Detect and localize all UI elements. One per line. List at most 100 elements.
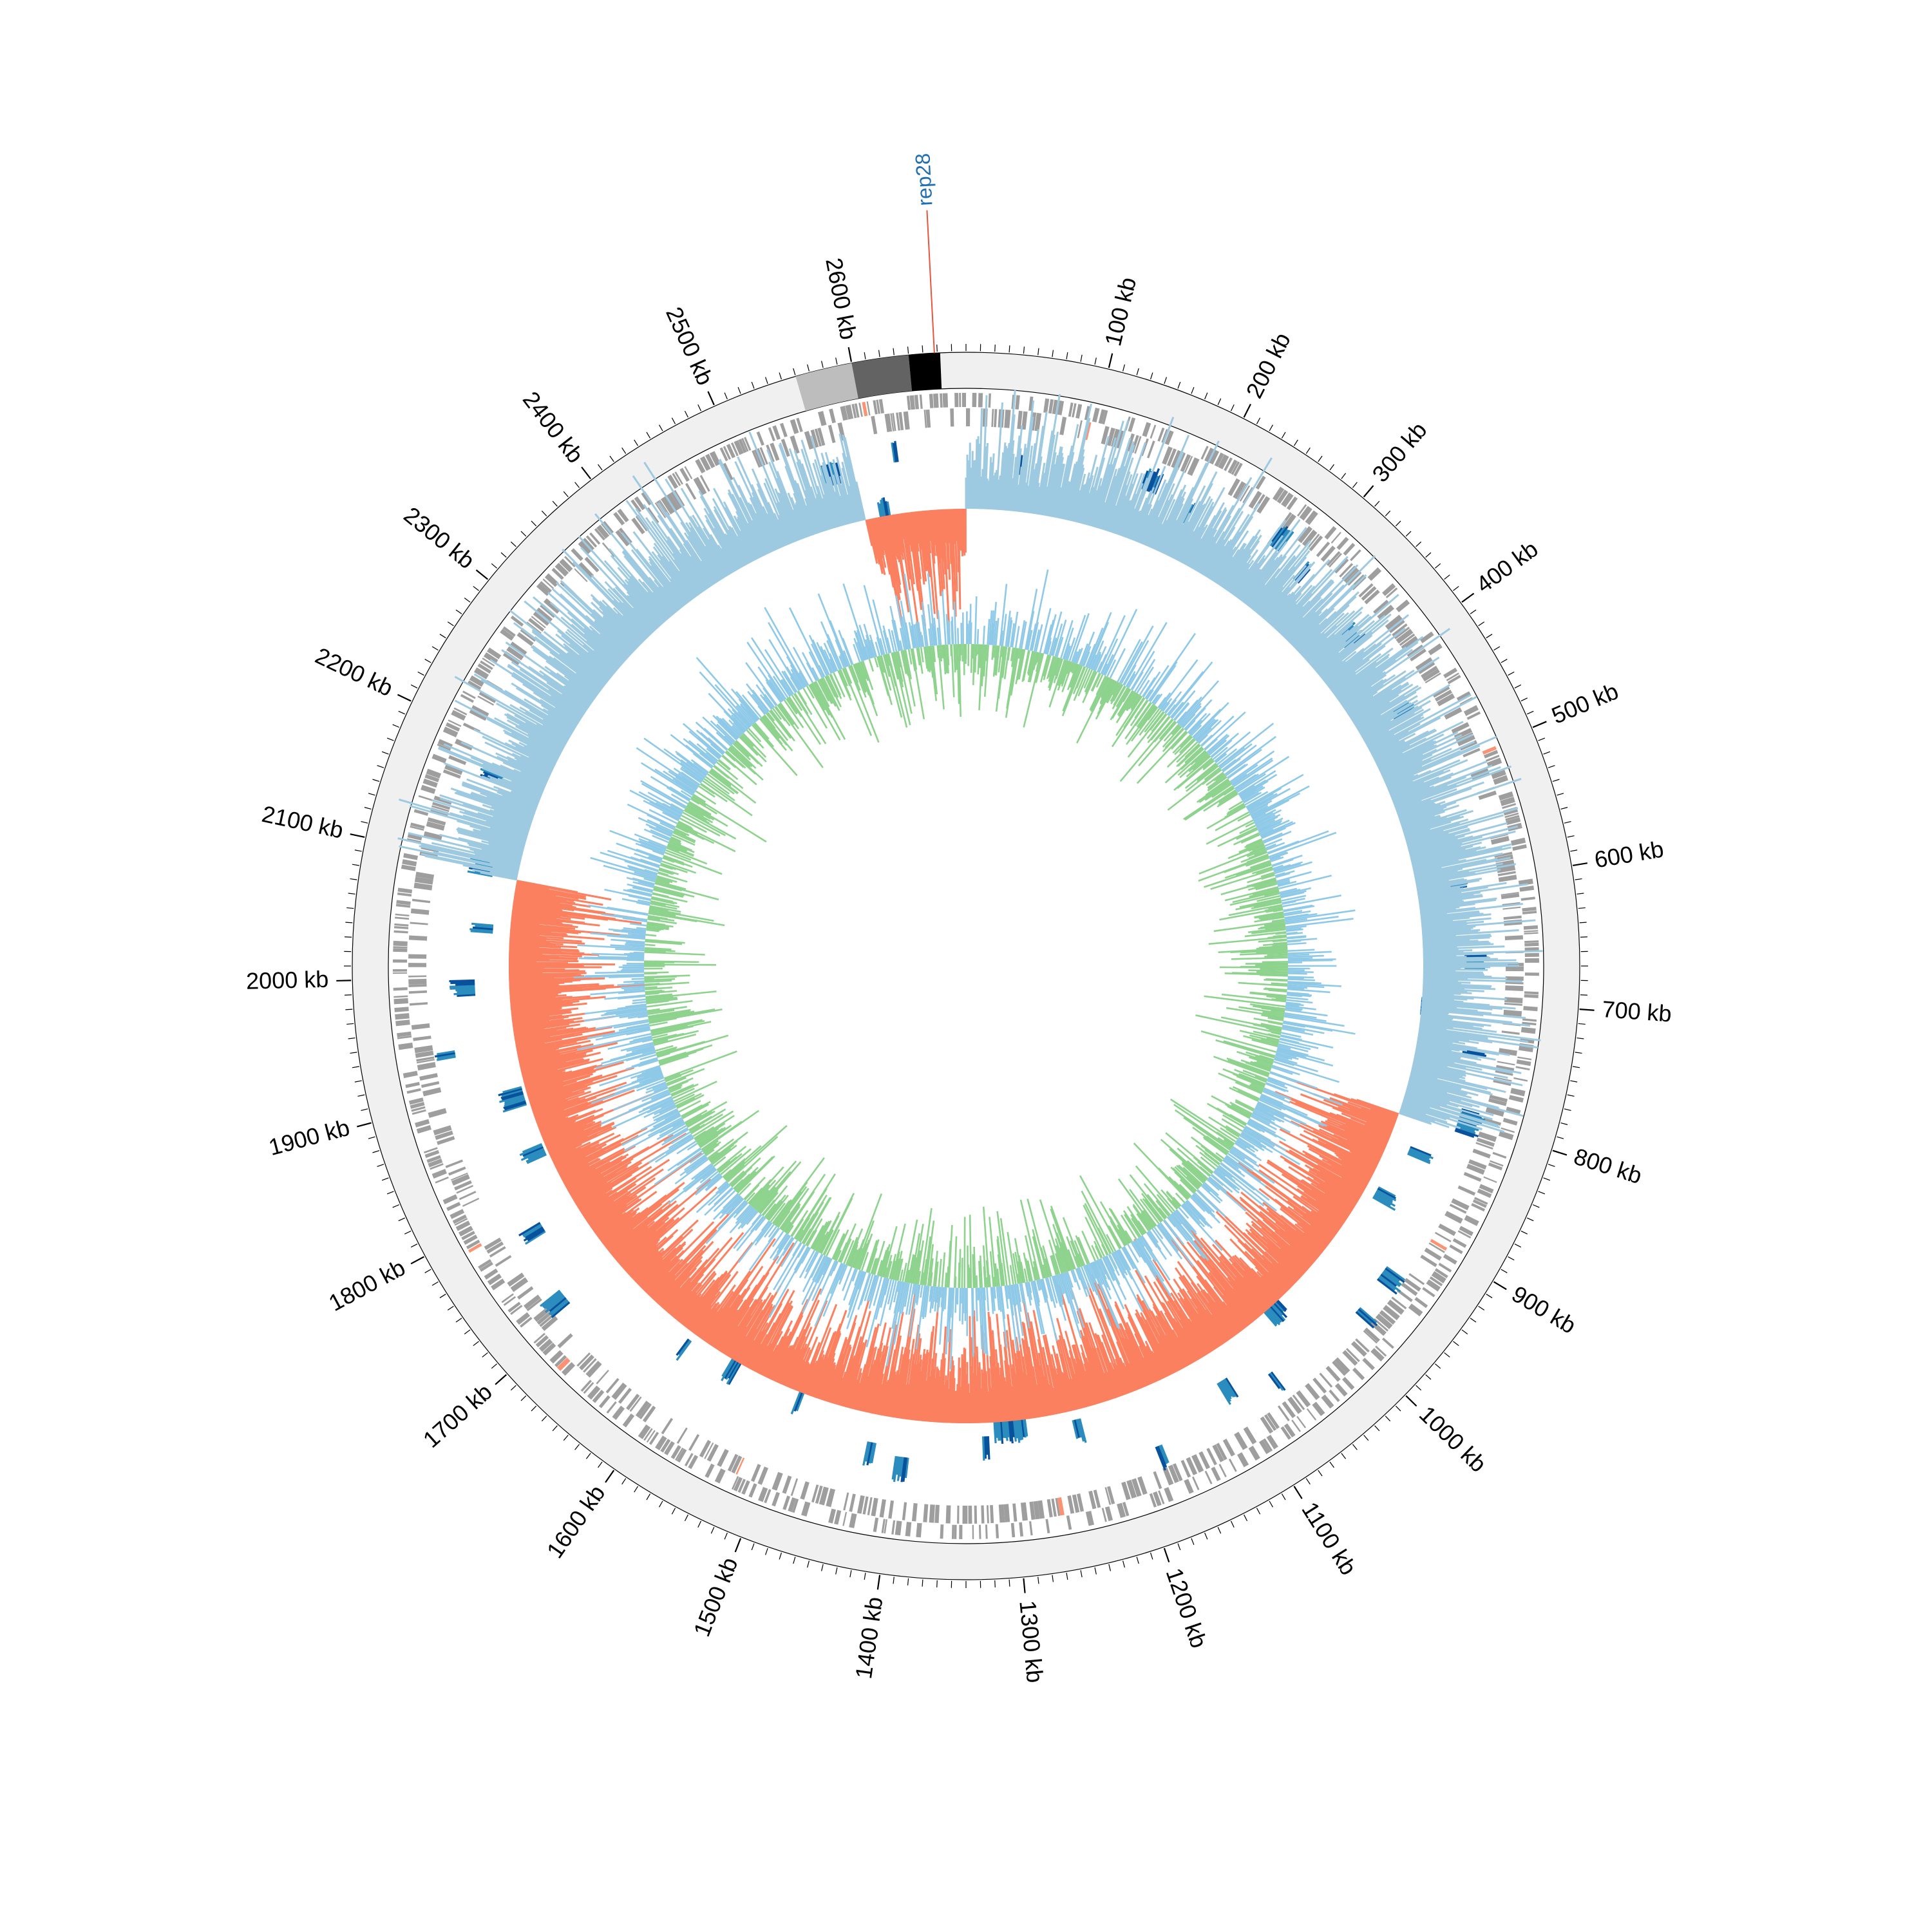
gc-skew-bar <box>1013 448 1022 512</box>
gene <box>579 1354 594 1370</box>
gc-skew-bar <box>509 977 554 981</box>
gc-content-bar <box>1162 728 1185 752</box>
gc-content-bar <box>1168 1215 1206 1260</box>
gc-content-bar <box>886 1282 905 1367</box>
gene <box>790 435 800 454</box>
gc-skew-bar <box>952 1378 956 1423</box>
gene <box>1037 1500 1045 1519</box>
gene <box>1379 1310 1396 1325</box>
gc-content-bar <box>1174 736 1193 755</box>
gc-content-bar <box>1129 1174 1166 1220</box>
gene <box>1072 403 1077 418</box>
gc-skew-bar <box>999 1344 1009 1422</box>
gene <box>1520 896 1535 901</box>
gene <box>393 998 408 1005</box>
feature-mark <box>1358 1308 1378 1327</box>
feature-mark <box>1373 1195 1391 1207</box>
gc-skew-bar <box>473 673 574 734</box>
gc-content-bar <box>1215 773 1225 781</box>
gc-skew-bar <box>585 1168 664 1222</box>
gene <box>1218 454 1229 469</box>
gc-skew-bar <box>1419 898 1497 911</box>
gc-skew-bar <box>1331 1137 1380 1162</box>
gc-content-bar <box>899 1269 904 1282</box>
gc-skew-bar <box>730 1299 767 1359</box>
gene <box>1333 557 1349 574</box>
gene <box>790 419 799 434</box>
gc-skew-bar <box>1079 475 1094 524</box>
gc-content-bar <box>1024 1235 1036 1281</box>
gc-skew-bar <box>592 597 641 646</box>
gene <box>428 1158 443 1168</box>
gc-content-bar <box>1174 1210 1193 1231</box>
gc-skew-bar <box>1034 486 1041 515</box>
gene <box>1332 1360 1347 1376</box>
gc-skew-bar <box>1280 579 1333 635</box>
gc-skew-bar <box>866 1342 884 1413</box>
gc-content-bar <box>1235 1141 1257 1157</box>
gc-content-bar <box>1071 663 1077 674</box>
gc-skew-bar <box>507 665 584 717</box>
gc-skew-bar <box>553 657 601 694</box>
gc-skew-bar <box>1347 1101 1397 1121</box>
gc-content-bar <box>1261 1094 1283 1104</box>
gc-skew-bar <box>512 1016 569 1025</box>
gc-skew-bar <box>1327 1119 1387 1146</box>
gc-skew-bar <box>519 706 571 738</box>
gc-content-bar <box>1056 1274 1064 1295</box>
gc-skew-bar <box>531 645 599 696</box>
feature-mark <box>1267 1373 1281 1390</box>
gc-content-bar <box>981 1287 987 1354</box>
gc-skew-bar <box>1414 1052 1522 1074</box>
gc-skew-bar <box>1213 546 1237 583</box>
gc-skew-bar <box>1364 1124 1392 1136</box>
gc-content-bar <box>993 1276 996 1287</box>
gc-content-bar <box>1075 647 1083 664</box>
gc-skew-bar <box>1408 838 1458 853</box>
gc-skew-bar <box>1419 1025 1447 1031</box>
gc-skew-bar <box>1218 548 1245 587</box>
gc-skew-bar <box>1280 1247 1307 1273</box>
gc-skew-bar <box>1069 464 1084 521</box>
gc-skew-bar <box>509 977 605 983</box>
gene <box>580 1379 592 1392</box>
gc-skew-bar <box>1261 1227 1309 1270</box>
gc-skew-bar <box>1155 484 1187 551</box>
gc-skew-bar <box>1075 472 1091 523</box>
feature-mark <box>866 1442 873 1466</box>
gene <box>1121 1481 1131 1501</box>
feature-mark <box>1456 1124 1475 1132</box>
gc-skew-bar <box>1186 1241 1253 1323</box>
gene <box>422 1087 442 1097</box>
gc-content-bar <box>1032 1261 1039 1280</box>
gc-skew-bar <box>591 601 639 649</box>
gc-skew-bar <box>1262 1255 1294 1287</box>
gene <box>685 482 697 500</box>
gc-content-bar <box>1271 918 1285 923</box>
gene <box>394 1007 409 1012</box>
gc-skew-bar <box>1258 1169 1342 1229</box>
gene <box>891 1520 896 1535</box>
gc-skew-bar <box>889 515 899 560</box>
gc-skew-bar <box>1197 1292 1231 1340</box>
gc-content-bar <box>1203 1137 1227 1156</box>
gc-skew-bar <box>763 1320 793 1378</box>
gc-skew-bar <box>1023 486 1030 513</box>
gc-content-bar <box>1255 815 1271 825</box>
gc-content-bar <box>989 1217 997 1287</box>
feature-mark <box>1079 1418 1087 1443</box>
gene <box>1466 1163 1485 1175</box>
gene <box>1305 510 1318 526</box>
gc-skew-bar <box>918 1355 927 1421</box>
gc-skew-bar <box>669 1282 699 1316</box>
gc-skew-bar <box>692 1308 712 1334</box>
feature-mark <box>1004 1418 1009 1441</box>
gene <box>414 1045 433 1054</box>
gc-skew-bar <box>1126 1321 1155 1383</box>
gc-skew-bar <box>1082 1335 1106 1403</box>
gc-skew-bar <box>1406 1087 1473 1108</box>
gc-skew-bar <box>1296 1188 1346 1222</box>
gene <box>1501 893 1520 900</box>
gc-skew-bar <box>493 809 533 824</box>
gene <box>660 1439 671 1453</box>
